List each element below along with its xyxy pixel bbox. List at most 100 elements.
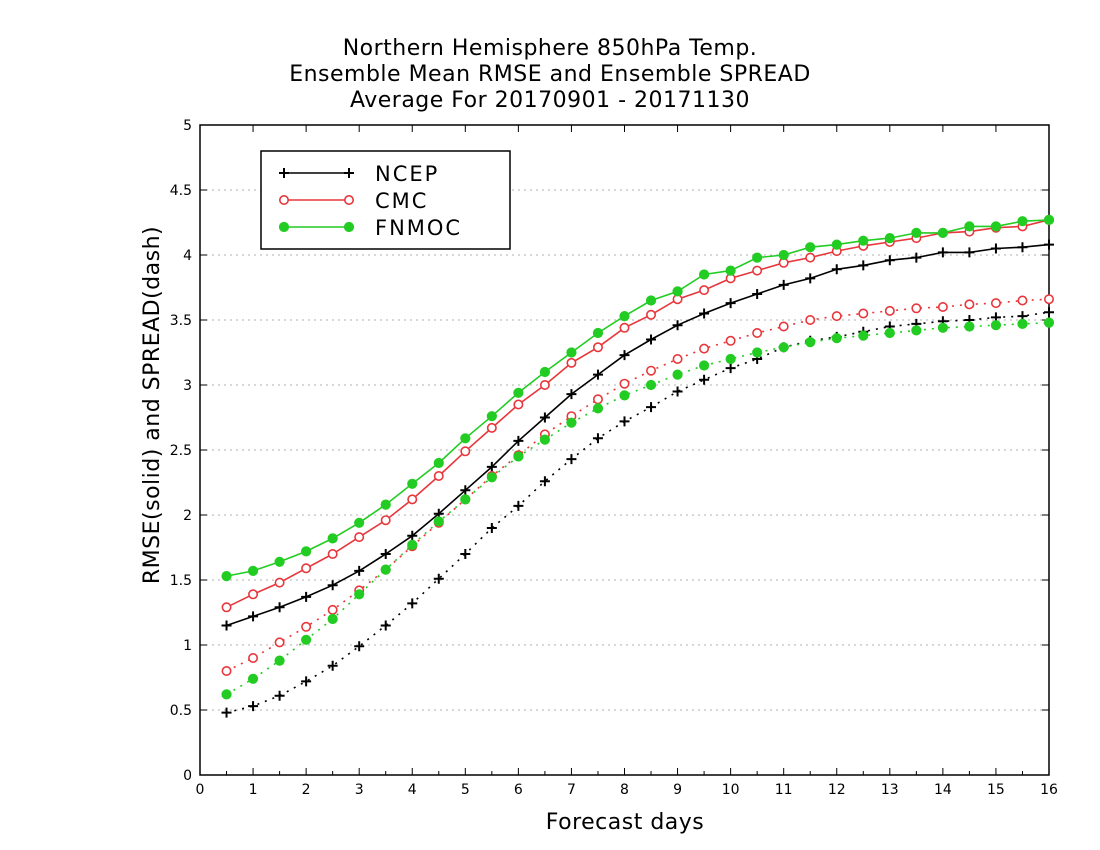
- fnmoc-rmse-point: [407, 478, 418, 489]
- fnmoc-spread-point: [486, 472, 497, 483]
- ncep-spread-point: [460, 549, 471, 559]
- fnmoc-rmse-point: [539, 366, 551, 378]
- y-axis-label: RMSE(solid) and SPREAD(dash): [140, 225, 165, 585]
- ncep-rmse-point: [699, 308, 710, 319]
- ncep-rmse-point: [858, 260, 869, 271]
- ncep-spread-point: [672, 386, 683, 397]
- cmc-spread-point: [274, 637, 285, 648]
- cmc-spread-point: [805, 314, 816, 325]
- ncep-spread-point: [327, 660, 338, 671]
- cmc-spread-point: [937, 301, 948, 312]
- cmc-spread-point: [990, 298, 1001, 309]
- cmc-spread-point: [1017, 295, 1028, 306]
- fnmoc-rmse-point: [221, 571, 232, 582]
- cmc-spread-point: [858, 308, 869, 319]
- ncep-rmse-point: [990, 243, 1001, 254]
- y-tick-label-8: 4: [183, 248, 192, 264]
- ncep-spread-point: [699, 374, 710, 385]
- cmc-spread-point: [327, 604, 338, 615]
- cmc-rmse-point: [274, 577, 285, 588]
- fnmoc-rmse-point: [327, 533, 338, 544]
- cmc-spread-point: [884, 305, 895, 316]
- fnmoc-spread-point: [327, 613, 338, 625]
- fnmoc-spread-point: [407, 539, 418, 551]
- x-tick-label-7: 7: [567, 782, 576, 798]
- legend-label-cmc: CMC: [375, 189, 428, 213]
- fnmoc-spread-point: [592, 403, 604, 414]
- fnmoc-rmse-point: [698, 269, 710, 280]
- ncep-spread-point: [513, 500, 524, 511]
- cmc-rmse-point: [354, 532, 365, 543]
- y-tick-label-4: 2: [183, 508, 192, 524]
- x-tick-label-9: 9: [673, 782, 682, 798]
- ncep-rmse-point: [831, 264, 842, 275]
- legend-marker-fnmoc: [278, 221, 290, 233]
- y-tick-label-1: 0.5: [170, 703, 192, 719]
- fnmoc-rmse-point: [619, 311, 630, 322]
- fnmoc-rmse-point: [884, 233, 895, 244]
- ncep-rmse-point: [221, 620, 232, 631]
- legend-marker-fnmoc: [343, 221, 355, 233]
- ncep-rmse-point: [513, 435, 524, 446]
- fnmoc-spread-point: [805, 337, 816, 348]
- fnmoc-spread-point: [884, 327, 895, 339]
- fnmoc-rmse-point: [433, 457, 444, 469]
- ncep-rmse-point: [274, 602, 285, 613]
- y-tick-label-2: 1: [183, 638, 192, 654]
- ncep-rmse-point: [646, 334, 657, 345]
- fnmoc-rmse-point: [964, 221, 975, 232]
- fnmoc-spread-point: [274, 655, 285, 666]
- cmc-spread-point: [221, 665, 232, 676]
- fnmoc-spread-point: [1017, 318, 1028, 329]
- x-tick-label-5: 5: [461, 782, 470, 798]
- fnmoc-spread-point: [645, 379, 657, 391]
- fnmoc-rmse-point: [513, 387, 524, 398]
- ncep-rmse-point: [672, 320, 683, 331]
- x-tick-label-11: 11: [775, 782, 793, 798]
- ncep-rmse-point: [964, 247, 975, 258]
- fnmoc-rmse-point: [354, 517, 365, 528]
- cmc-spread-point: [699, 343, 710, 354]
- fnmoc-rmse-point: [247, 565, 259, 577]
- cmc-spread-point: [725, 335, 736, 346]
- fnmoc-rmse-point: [752, 252, 763, 263]
- fnmoc-rmse-line: [226, 219, 1050, 577]
- x-tick-label-6: 6: [514, 782, 523, 798]
- y-tick-label-5: 2.5: [170, 443, 192, 459]
- cmc-rmse-point: [301, 563, 312, 574]
- ncep-spread-point: [274, 690, 285, 701]
- fnmoc-rmse-point: [911, 227, 922, 238]
- ncep-spread-point: [725, 363, 736, 374]
- cmc-rmse-point: [646, 309, 657, 320]
- ncep-rmse-line: [226, 243, 1050, 627]
- fnmoc-spread-point: [301, 634, 312, 645]
- cmc-spread-point: [592, 394, 603, 405]
- ncep-rmse-point: [248, 611, 259, 622]
- ncep-rmse-point: [1044, 239, 1054, 250]
- x-tick-label-0: 0: [196, 782, 205, 798]
- ncep-rmse-point: [619, 350, 630, 361]
- fnmoc-rmse-point: [566, 347, 577, 358]
- legend-marker-cmc: [343, 195, 354, 206]
- y-tick-label-7: 3.5: [170, 313, 192, 329]
- fnmoc-spread-line: [226, 321, 1050, 696]
- fnmoc-rmse-point: [778, 249, 789, 261]
- fnmoc-spread-point: [539, 434, 551, 445]
- ncep-spread-point: [407, 598, 418, 609]
- ncep-rmse-point: [884, 255, 895, 266]
- ncep-rmse-point: [725, 298, 736, 309]
- cmc-rmse-point: [539, 379, 550, 390]
- ncep-rmse-point: [937, 247, 948, 258]
- legend-marker-ncep: [344, 168, 354, 178]
- x-tick-label-4: 4: [408, 782, 417, 798]
- fnmoc-spread-point: [247, 673, 259, 684]
- fnmoc-spread-point: [725, 353, 736, 365]
- ncep-rmse-point: [327, 580, 338, 591]
- fnmoc-rmse-point: [645, 295, 657, 306]
- fnmoc-rmse-point: [460, 433, 471, 444]
- cmc-rmse-point: [699, 285, 710, 296]
- ncep-rmse-point: [566, 389, 577, 400]
- fnmoc-rmse-point: [858, 235, 869, 246]
- ncep-rmse-point: [460, 485, 471, 496]
